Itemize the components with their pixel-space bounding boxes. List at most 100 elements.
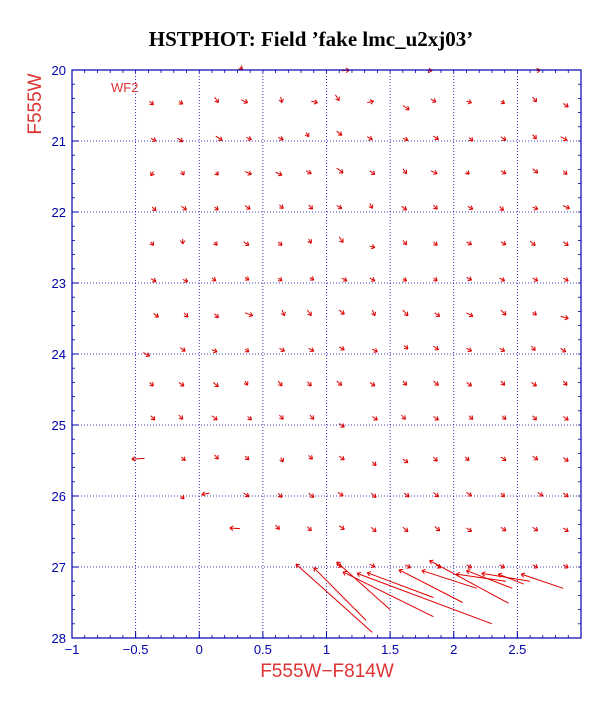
star-displacement-mark	[244, 312, 254, 318]
star-displacement-mark	[212, 382, 219, 388]
star-displacement-mark	[532, 311, 537, 316]
star-displacement-mark	[149, 100, 154, 106]
star-displacement-mark	[277, 241, 283, 246]
star-displacement-mark	[213, 241, 218, 246]
y-tick-label: 26	[52, 489, 66, 504]
star-displacement-mark	[368, 203, 374, 209]
star-displacement-mark	[455, 571, 506, 582]
star-displacement-mark	[180, 238, 186, 245]
chart-title: HSTPHOT: Field ’fake lmc_u2xj03’	[149, 27, 474, 51]
star-displacement-mark	[398, 568, 463, 603]
star-displacement-mark	[211, 276, 217, 282]
star-displacement-mark	[215, 135, 223, 141]
star-displacement-mark	[342, 570, 434, 618]
star-displacement-mark	[403, 492, 410, 498]
star-displacement-mark	[307, 381, 312, 387]
star-displacement-mark	[307, 238, 312, 244]
star-displacement-mark	[211, 415, 218, 421]
star-displacement-mark	[421, 568, 477, 589]
star-displacement-mark	[465, 170, 470, 175]
star-displacement-mark	[499, 277, 506, 282]
star-displacement-mark	[177, 137, 184, 143]
x-tick-label: 0	[196, 642, 203, 657]
star-displacement-mark	[131, 456, 145, 462]
y-tick-label: 20	[52, 63, 66, 78]
x-tick-label: 2.5	[508, 642, 526, 657]
star-displacement-mark	[499, 205, 504, 212]
star-displacement-mark	[183, 312, 189, 318]
star-displacement-mark	[562, 102, 569, 108]
star-displacement-mark	[307, 526, 312, 532]
star-displacement-mark	[500, 309, 507, 316]
star-displacement-mark	[181, 205, 187, 211]
star-displacement-mark	[179, 494, 185, 500]
grid-lines	[72, 70, 581, 638]
star-displacement-mark	[532, 168, 539, 174]
star-displacement-mark	[433, 204, 438, 210]
star-displacement-mark	[306, 309, 312, 317]
star-displacement-mark	[279, 204, 284, 209]
star-displacement-mark	[243, 241, 250, 246]
star-displacement-mark	[151, 206, 157, 212]
star-displacement-mark	[466, 527, 473, 532]
star-displacement-mark	[532, 205, 539, 211]
star-displacement-mark	[466, 276, 473, 282]
star-displacement-mark	[277, 492, 283, 498]
star-displacement-mark	[402, 309, 409, 317]
star-displacement-mark	[313, 567, 367, 621]
star-displacement-mark	[178, 381, 185, 387]
star-displacement-mark	[150, 277, 157, 283]
star-displacement-mark	[562, 380, 568, 386]
star-displacement-mark	[402, 240, 408, 246]
star-displacement-mark	[466, 563, 473, 569]
panel-label: WF2	[111, 80, 138, 95]
star-displacement-mark	[562, 277, 569, 282]
star-displacement-mark	[304, 132, 310, 138]
star-displacement-mark	[499, 347, 506, 353]
star-displacement-mark	[369, 563, 376, 568]
y-axis-label: F555W	[25, 73, 46, 134]
star-displacement-mark	[182, 277, 189, 283]
star-displacement-mark	[277, 380, 283, 387]
star-displacement-mark	[433, 492, 439, 498]
star-displacement-mark	[309, 414, 315, 420]
star-displacement-mark	[500, 169, 507, 175]
star-displacement-mark	[338, 525, 345, 530]
y-tick-label: 22	[52, 205, 66, 220]
star-displacement-mark	[532, 415, 537, 421]
star-displacement-mark	[532, 563, 539, 569]
star-displacement-mark	[336, 380, 343, 386]
star-displacement-mark	[149, 241, 154, 246]
star-displacement-mark	[244, 347, 250, 353]
star-displacement-mark	[143, 352, 151, 357]
star-displacement-mark	[405, 563, 411, 569]
star-displacement-mark	[338, 423, 345, 428]
star-displacement-mark	[500, 136, 507, 141]
star-displacement-mark	[536, 67, 541, 74]
star-displacement-mark	[341, 277, 348, 282]
star-displacement-mark	[532, 277, 539, 282]
star-displacement-mark	[402, 136, 409, 142]
star-displacement-mark	[372, 348, 378, 353]
star-displacement-mark	[308, 492, 315, 498]
star-displacement-mark	[402, 277, 408, 282]
star-displacement-mark	[150, 171, 155, 177]
star-displacement-mark	[201, 491, 210, 497]
star-displacement-mark	[401, 205, 408, 211]
star-displacement-mark	[275, 524, 280, 530]
star-displacement-mark	[244, 276, 250, 281]
star-displacement-mark	[466, 312, 474, 318]
star-displacement-mark	[367, 99, 374, 105]
star-displacement-mark	[338, 236, 344, 243]
x-tick-label: 0.5	[254, 642, 272, 657]
star-displacement-mark	[560, 315, 569, 321]
star-displacement-mark	[214, 171, 219, 176]
plot-frame	[71, 69, 582, 639]
star-displacement-mark	[433, 276, 438, 282]
star-displacement-mark	[562, 457, 569, 462]
star-displacement-mark	[336, 130, 343, 136]
star-displacement-mark	[466, 569, 513, 589]
star-displacement-mark	[309, 276, 315, 281]
star-displacement-mark	[338, 455, 345, 461]
y-tick-label: 23	[52, 276, 66, 291]
